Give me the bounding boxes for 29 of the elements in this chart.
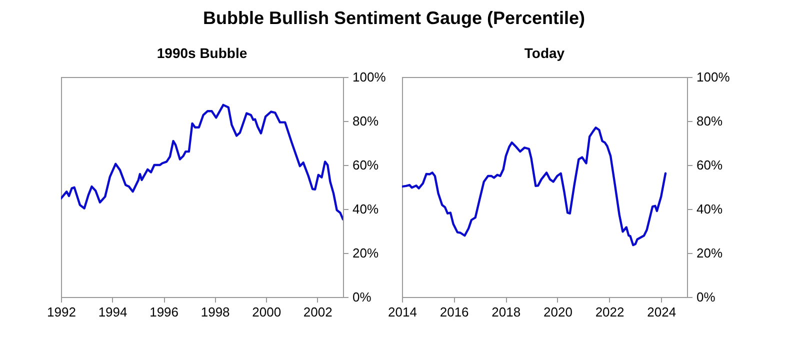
chart-subtitle: 1990s Bubble xyxy=(156,45,248,61)
y-tick-label: 100% xyxy=(352,70,386,84)
x-tick-label: 2014 xyxy=(388,304,417,320)
y-tick-label: 60% xyxy=(352,158,379,172)
y-tick-label: 60% xyxy=(696,158,723,172)
y-tick-label: 40% xyxy=(696,202,723,216)
x-tick-label: 1994 xyxy=(98,304,128,320)
x-tick-label: 2002 xyxy=(303,304,332,320)
x-tick-label: 2020 xyxy=(543,304,572,320)
line-series xyxy=(402,126,667,246)
chart-subtitle: Today xyxy=(524,45,565,61)
x-tick-label: 2016 xyxy=(440,304,469,320)
x-tick-label: 2024 xyxy=(647,304,676,320)
y-tick-label: 100% xyxy=(696,70,730,84)
y-tick-label: 0% xyxy=(352,290,372,304)
x-tick-label: 1996 xyxy=(150,304,179,320)
line-series xyxy=(61,104,343,220)
x-tick-label: 1992 xyxy=(47,304,76,320)
y-tick-label: 20% xyxy=(696,246,723,260)
x-tick-label: 1998 xyxy=(200,304,230,320)
y-tick-label: 20% xyxy=(352,246,379,260)
x-tick-label: 2018 xyxy=(492,304,521,320)
x-tick-label: 2022 xyxy=(595,304,624,320)
x-tick-label: 2000 xyxy=(252,304,282,320)
text: Bubble Bullish Sentiment Gauge (Percentile) xyxy=(202,8,586,29)
y-tick-label: 80% xyxy=(696,114,723,128)
y-tick-label: 0% xyxy=(696,290,716,304)
y-tick-label: 40% xyxy=(352,202,379,216)
y-tick-label: 80% xyxy=(352,114,379,128)
